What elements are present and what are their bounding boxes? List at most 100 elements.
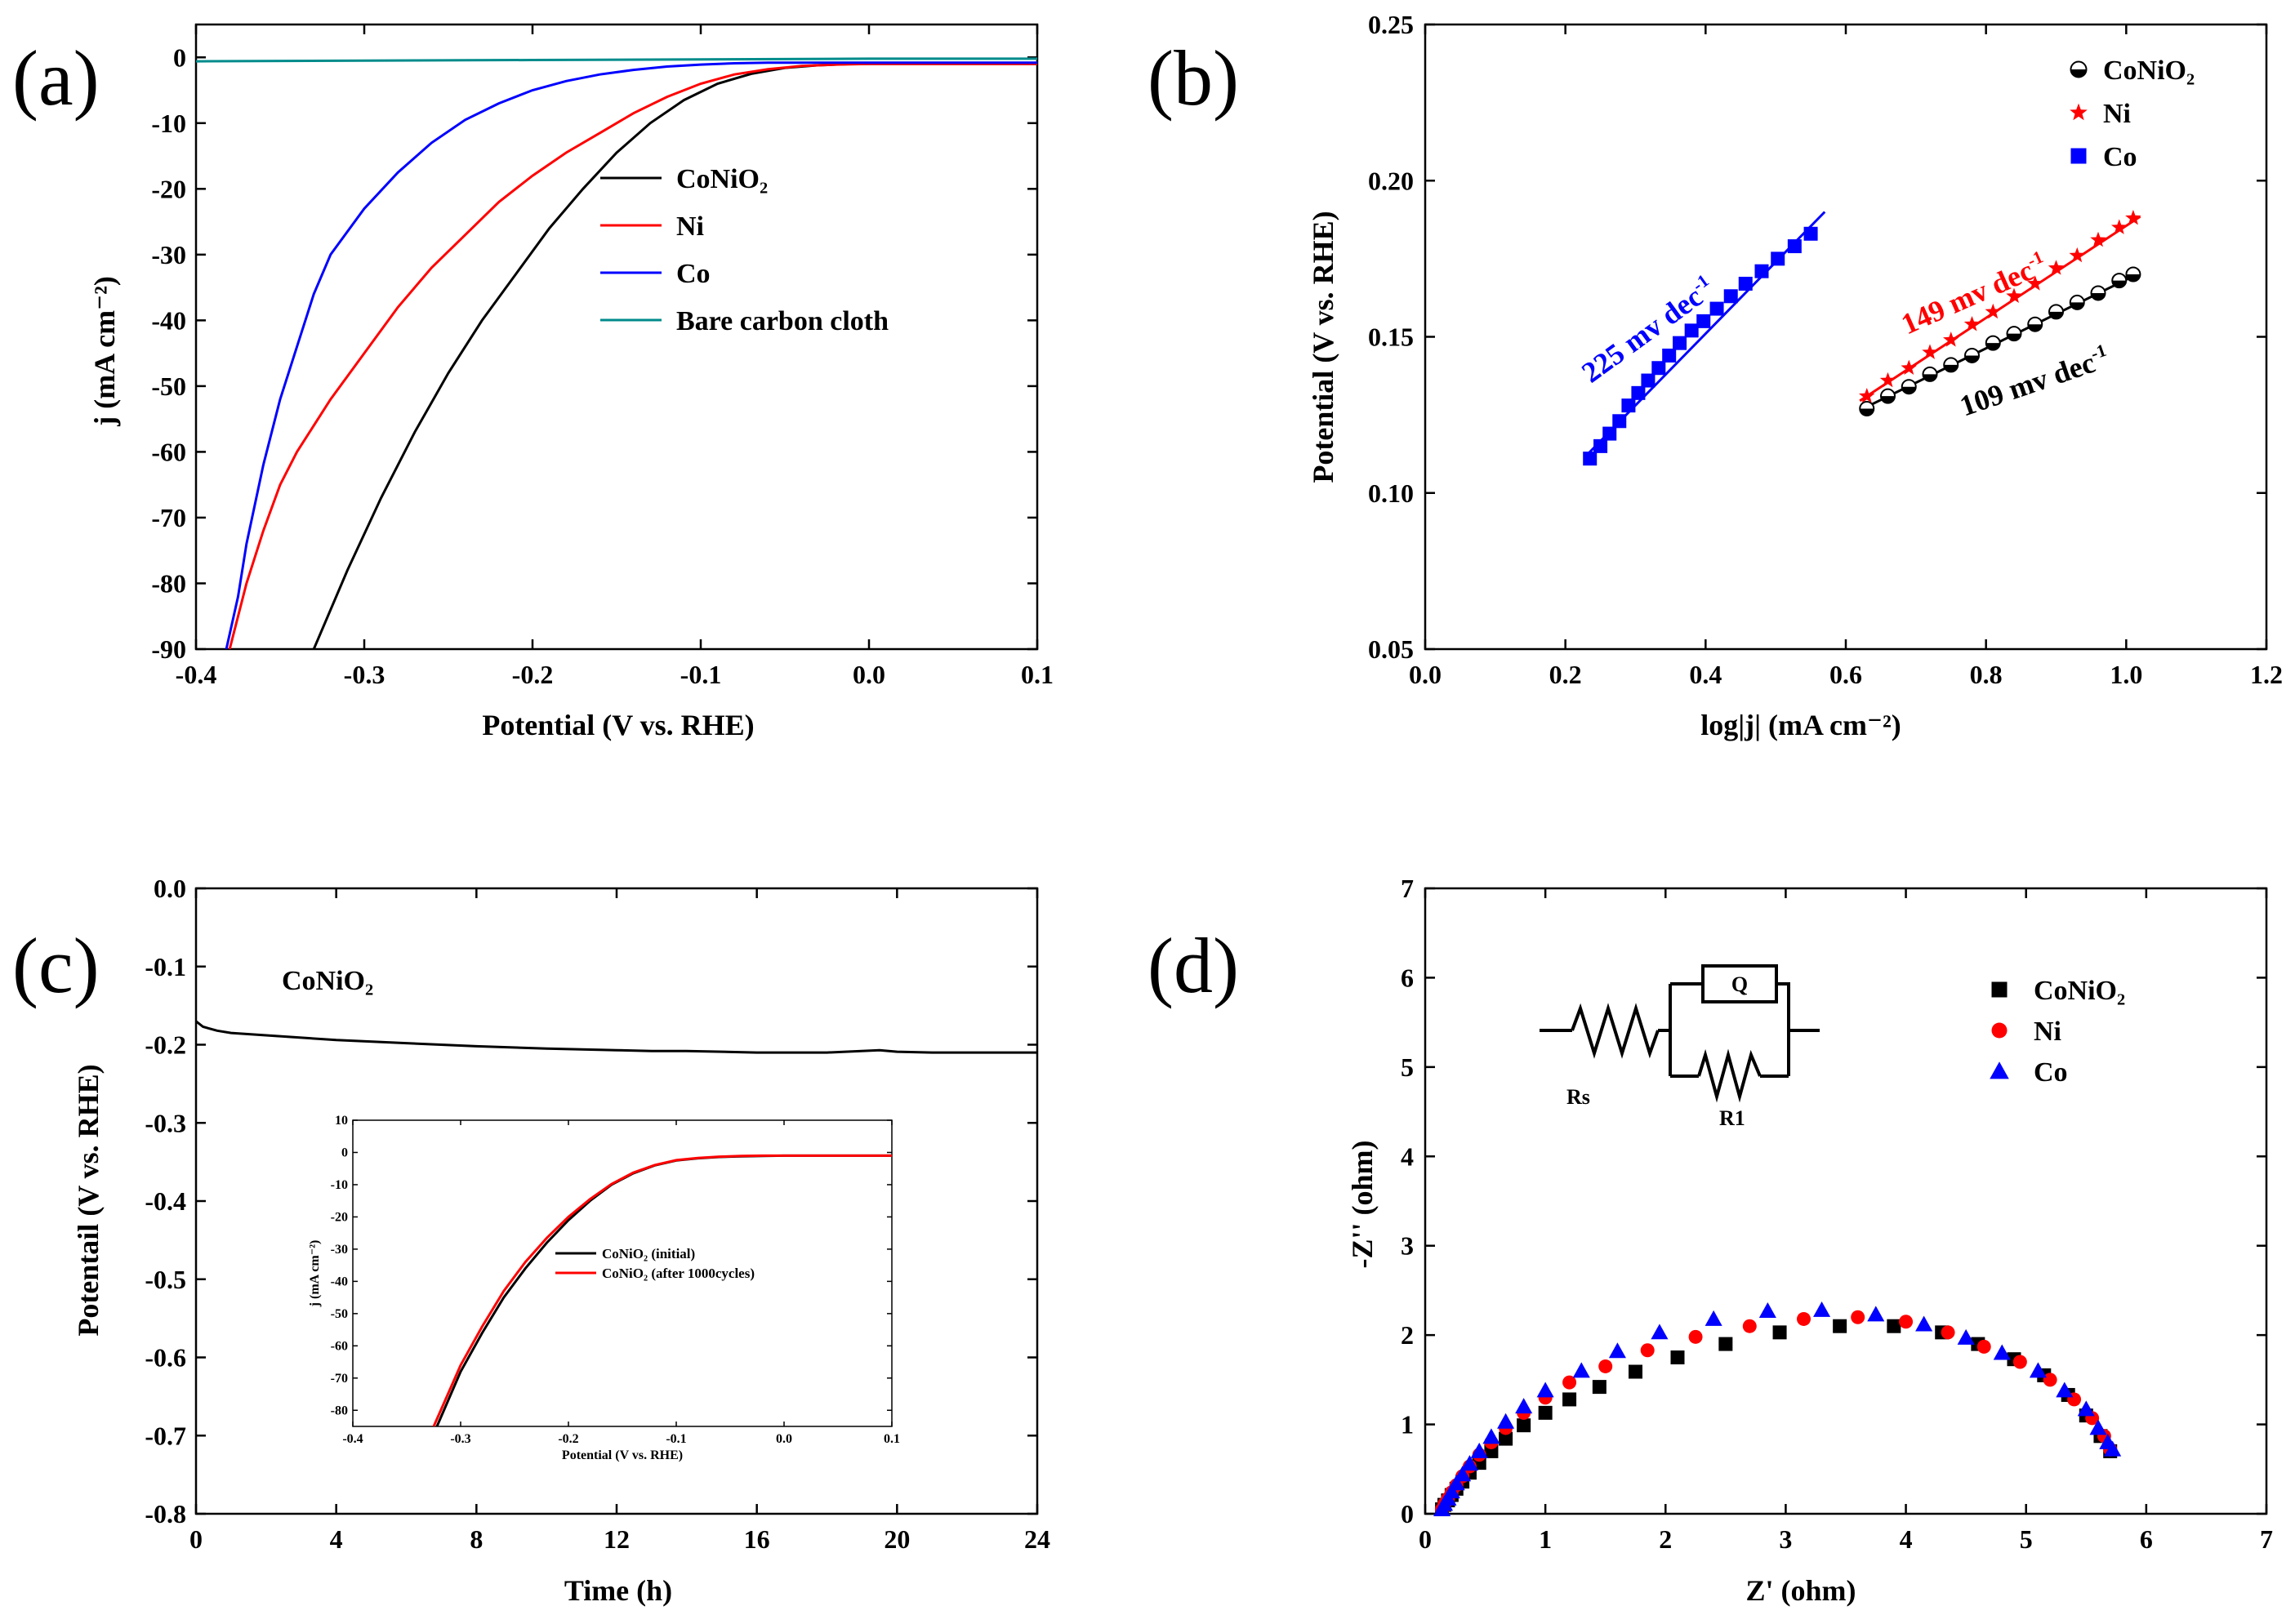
panel-d-ytick-label: 1 xyxy=(1401,1410,1414,1439)
panel-d-point xyxy=(1536,1382,1554,1398)
panel-b-point xyxy=(1673,336,1687,350)
panel-d-point xyxy=(1705,1310,1722,1326)
panel-b-point xyxy=(1583,452,1598,466)
panel-d-point xyxy=(1562,1392,1577,1407)
panel-a-ytick-label: -50 xyxy=(151,372,186,401)
panel-c-ytick-label: -0.3 xyxy=(145,1108,186,1137)
panel-b-point xyxy=(1593,438,1608,453)
panel-b-xtick-label: 0.6 xyxy=(1829,660,1862,689)
panel-b: (b) 0.0 0.2 0.4 0.6 0.8 1.0 1.2 0.05 0.10 0.15 0.2… xyxy=(1148,10,2283,741)
panel-b-point xyxy=(1631,385,1646,400)
panel-d-point xyxy=(2056,1382,2074,1398)
panel-d-point xyxy=(1572,1362,1590,1378)
panel-b-point-half xyxy=(2007,333,2021,341)
panel-a-xtick-label: -0.3 xyxy=(344,660,385,689)
panel-c-xtick-label: 8 xyxy=(470,1524,483,1554)
circuit-label-r1: R1 xyxy=(1719,1106,1745,1130)
panel-b-point xyxy=(2090,231,2106,247)
panel-b-ylabel: Potential (V vs. RHE) xyxy=(1307,211,1339,483)
panel-d-xtick-label: 4 xyxy=(1900,1524,1913,1554)
panel-a-legend-label: Bare carbon cloth xyxy=(676,306,889,336)
panel-a-legend-label: Ni xyxy=(676,211,704,242)
panel-c-xtick-label: 20 xyxy=(884,1524,910,1554)
panel-b-xtick-label: 0.2 xyxy=(1549,660,1582,689)
panel-d-point xyxy=(2104,1440,2122,1457)
circuit-wire xyxy=(1658,982,1820,1078)
panel-d-point xyxy=(1867,1306,1885,1322)
panel-b-point xyxy=(2027,275,2043,291)
panel-d-xtick-label: 5 xyxy=(2020,1524,2033,1554)
panel-d-point xyxy=(2029,1362,2047,1378)
inset-xtick-label: 0.0 xyxy=(776,1432,792,1446)
inset-background xyxy=(353,1120,892,1426)
panel-b-point-half xyxy=(1944,364,1959,372)
panel-b-point-half xyxy=(1860,408,1874,416)
panel-d-ytick-label: 4 xyxy=(1401,1141,1414,1171)
inset-legend-label: CoNiO₂ (initial) xyxy=(602,1246,695,1261)
inset-xtick-label: 0.1 xyxy=(884,1432,900,1446)
panel-d-point xyxy=(1915,1315,1933,1332)
panel-d-xtick-label: 3 xyxy=(1779,1524,1792,1554)
panel-d-point xyxy=(1517,1418,1531,1433)
panel-d-point xyxy=(1957,1328,1975,1345)
inset-ylabel: j (mA cm⁻²) xyxy=(308,1240,322,1308)
panel-b-legend-label: CoNiO₂ xyxy=(2103,56,2195,86)
panel-b-point xyxy=(1662,348,1677,363)
panel-c-annotation: CoNiO₂ xyxy=(282,966,373,996)
inset-ytick-label: 10 xyxy=(335,1114,348,1128)
panel-b-point-half xyxy=(2028,324,2043,331)
panel-d-ytick-label: 7 xyxy=(1401,874,1414,903)
panel-d-plot: 0 1 2 3 4 5 6 7 0 1 2 3 4 5 6 7 xyxy=(1401,874,2273,1554)
panel-d-point xyxy=(1993,1344,2011,1360)
panel-c-xtick-label: 16 xyxy=(744,1524,770,1554)
panel-b-xtick-label: 1.2 xyxy=(2250,660,2283,689)
panel-b-point xyxy=(1602,426,1617,441)
panel-b-point xyxy=(1754,264,1769,278)
panel-a-legend-label: CoNiO₂ xyxy=(676,164,768,194)
panel-a-ytick-label: -90 xyxy=(151,634,186,664)
panel-a-xtick-label: -0.4 xyxy=(176,660,217,689)
panel-a-ytick-label: -40 xyxy=(151,305,186,335)
panel-c-ytick-label: -0.1 xyxy=(145,952,186,981)
panel-a: (a) -0.4 -0.3 -0.2 -0.1 0.0 0.10-10-20-30-40-… xyxy=(12,23,1054,741)
panel-d-point xyxy=(1833,1319,1847,1333)
panel-d-ytick-label: 5 xyxy=(1401,1052,1414,1082)
panel-c-ytick-label: -0.5 xyxy=(145,1265,186,1294)
panel-b-point xyxy=(1985,303,2001,319)
panel-b-frame xyxy=(1424,23,2268,651)
panel-d-point xyxy=(1460,1455,1478,1471)
panel-b-ytick-label: 0.05 xyxy=(1368,634,1414,664)
panel-d-point xyxy=(1670,1350,1685,1364)
panel-d-point xyxy=(1941,1325,1955,1340)
panel-d-point xyxy=(1442,1483,1460,1499)
panel-d-xtick-label: 2 xyxy=(1659,1524,1672,1554)
panel-a-xtick-label: 0.1 xyxy=(1021,660,1054,689)
panel-b-point xyxy=(1943,331,1959,347)
panel-b-xtick-label: 0.4 xyxy=(1689,660,1722,689)
panel-b-legend-marker xyxy=(2070,103,2088,121)
panel-d-point xyxy=(1470,1442,1488,1458)
inset-ytick-label: -40 xyxy=(331,1275,348,1288)
resistor-rs xyxy=(1571,1003,1660,1059)
panel-b-legend-marker xyxy=(2070,148,2087,164)
resistor-r1 xyxy=(1697,1048,1762,1103)
panel-a-legend: CoNiO₂ Ni Co Bare carbon cloth xyxy=(600,164,889,336)
panel-a-series-line xyxy=(196,57,1037,63)
panel-b-xtick-label: 1.0 xyxy=(2110,660,2142,689)
panel-a-ytick-label: -70 xyxy=(151,503,186,532)
panel-d-point xyxy=(1851,1310,1865,1324)
panel-b-point-half xyxy=(1985,343,2000,350)
panel-c-label: (c) xyxy=(12,922,100,1009)
panel-b-point xyxy=(1859,388,1875,403)
panel-b-point xyxy=(2006,287,2022,303)
panel-b-point xyxy=(1803,226,1818,241)
panel-d-xtick-label: 7 xyxy=(2260,1524,2273,1554)
panel-b-point xyxy=(1621,398,1636,413)
panel-d-xlabel: Z' (ohm) xyxy=(1746,1574,1856,1607)
panel-a-ylabel: j (mA cm⁻²) xyxy=(88,276,121,427)
panel-d-point xyxy=(1797,1311,1811,1326)
panel-a-xtick-label: -0.1 xyxy=(680,660,722,689)
panel-a-plot: -0.4 -0.3 -0.2 -0.1 0.0 0.1 0 -10 -20 -30 -40 -50 -6… xyxy=(151,23,1054,689)
panel-a-ytick-label: -30 xyxy=(151,240,186,269)
